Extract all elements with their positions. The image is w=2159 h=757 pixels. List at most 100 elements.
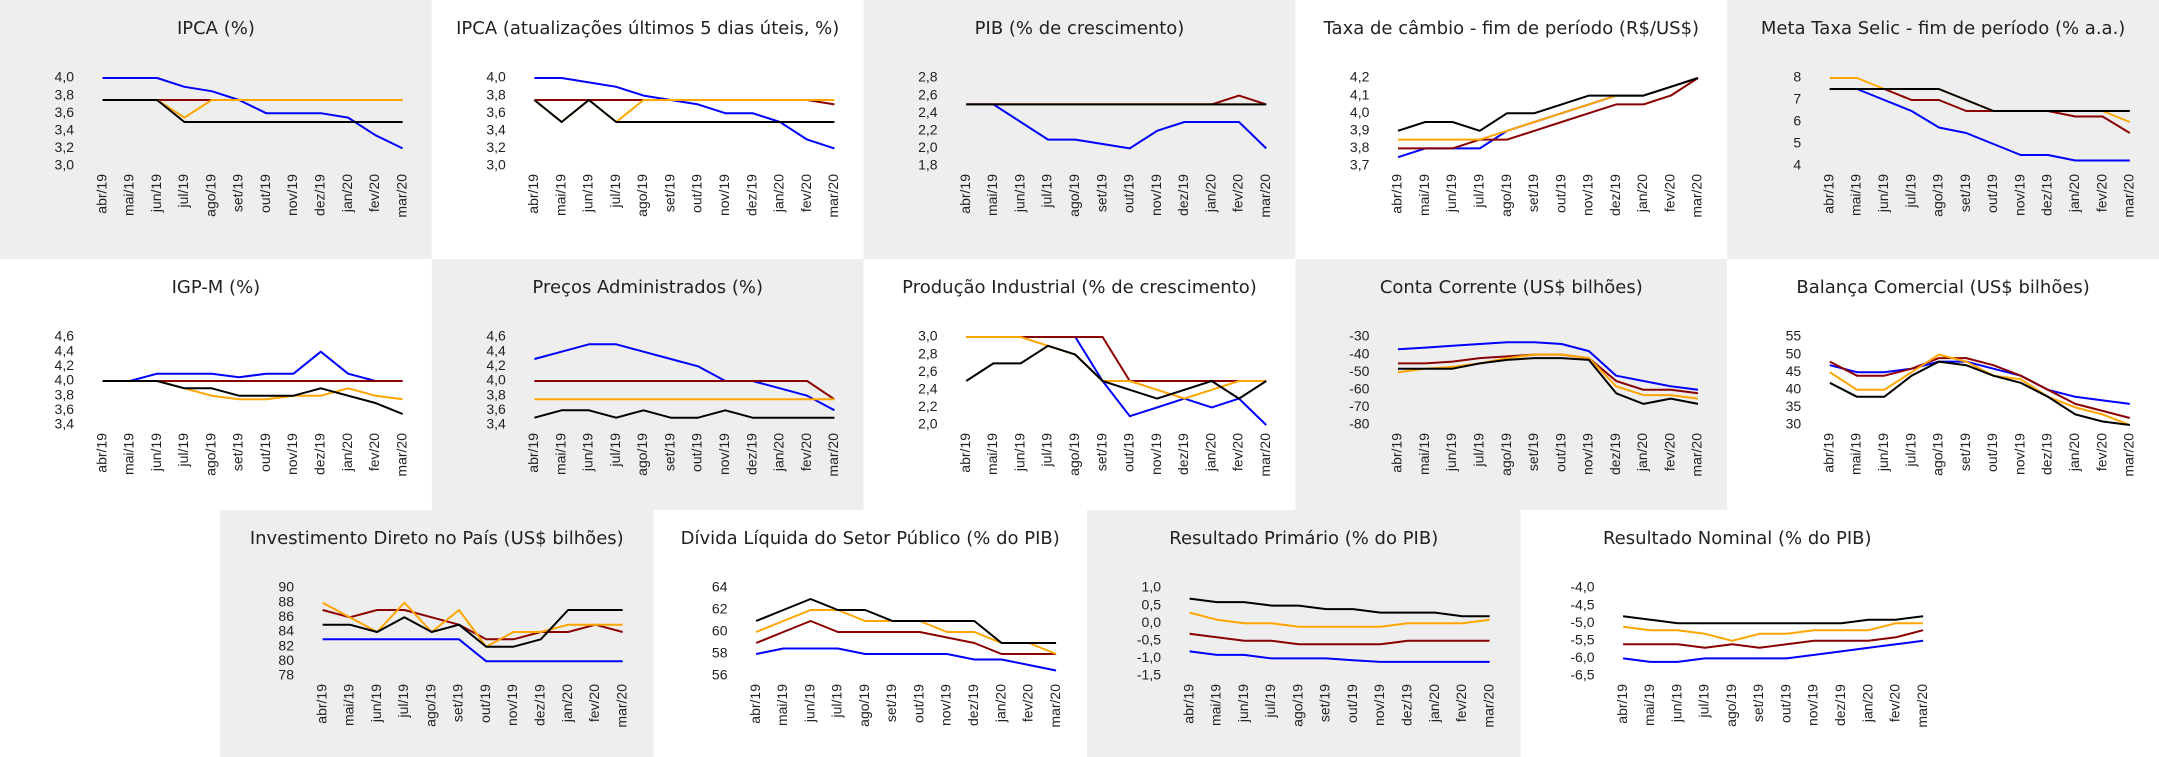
y-tick-label: 3,6 [55, 401, 75, 417]
y-tick-label: 2,4 [918, 381, 938, 397]
y-tick-label: 3,4 [55, 122, 75, 138]
x-tick-label: out/19 [1344, 684, 1360, 723]
x-tick-label: dez/19 [311, 174, 327, 216]
y-tick-label: -60 [1349, 381, 1369, 397]
x-tick-label: nov/19 [504, 684, 520, 726]
x-tick-label: jul/19 [1470, 433, 1486, 468]
x-tick-label: abr/19 [747, 684, 763, 724]
x-tick-label: nov/19 [1805, 684, 1821, 726]
x-tick-label: fev/20 [1230, 433, 1246, 471]
x-tick-label: ago/19 [422, 684, 438, 727]
x-tick-label: nov/19 [1580, 433, 1596, 475]
x-tick-label: ago/19 [1289, 684, 1305, 727]
y-tick-label: -6,0 [1570, 649, 1594, 665]
x-tick-label: jul/19 [1902, 174, 1918, 209]
chart-panel: Produção Industrial (% de crescimento) 2,… [863, 259, 1296, 510]
x-tick-label: jun/19 [1875, 174, 1891, 213]
x-tick-label: fev/20 [1887, 684, 1903, 722]
x-tick-label: dez/19 [1832, 684, 1848, 726]
x-tick-label: fev/20 [366, 174, 382, 212]
series-line [102, 99, 403, 123]
x-tick-label: jan/20 [339, 433, 355, 472]
series-line [1623, 629, 1924, 649]
x-tick-label: abr/19 [1820, 433, 1836, 473]
x-tick-label: ago/19 [202, 433, 218, 476]
x-tick-label: jun/19 [1668, 684, 1684, 723]
y-tick-label: 62 [712, 601, 728, 617]
x-tick-label: jul/19 [1262, 684, 1278, 719]
y-tick-label: 2,6 [918, 86, 938, 102]
x-tick-label: mai/19 [121, 433, 137, 475]
x-tick-label: ago/19 [634, 174, 650, 217]
y-tick-label: 3,8 [486, 386, 506, 402]
y-tick-label: 3,8 [55, 86, 75, 102]
panel-background [653, 510, 1087, 757]
y-tick-label: 3,2 [486, 139, 506, 155]
x-tick-label: jan/20 [1634, 433, 1650, 472]
x-tick-label: mai/19 [121, 174, 137, 216]
x-tick-label: set/19 [1317, 684, 1333, 722]
x-tick-label: jun/19 [1443, 174, 1459, 213]
y-tick-label: 50 [1786, 345, 1802, 361]
chart-panel: Dívida Líquida do Setor Público (% do PI… [653, 510, 1087, 757]
chart-title: IPCA (atualizações últimos 5 dias úteis,… [456, 18, 839, 39]
chart-title: IPCA (%) [177, 18, 255, 39]
x-tick-label: mai/19 [1208, 684, 1224, 726]
x-tick-label: ago/19 [634, 433, 650, 476]
y-tick-label: -70 [1349, 398, 1369, 414]
x-tick-label: jul/19 [829, 684, 845, 719]
y-tick-label: 78 [278, 667, 294, 683]
y-tick-label: 3,4 [486, 122, 506, 138]
x-tick-label: mar/20 [613, 684, 629, 728]
x-tick-label: mar/20 [1480, 684, 1496, 728]
y-tick-label: 4,0 [486, 69, 506, 85]
y-tick-label: 3,8 [486, 86, 506, 102]
y-tick-label: 4,2 [1350, 69, 1370, 85]
x-tick-label: mar/20 [2121, 174, 2137, 218]
x-tick-label: abr/19 [1614, 684, 1630, 724]
x-tick-label: dez/19 [2039, 433, 2055, 475]
chart-panel: Meta Taxa Selic - fim de período (% a.a.… [1727, 0, 2159, 259]
chart-title: Preços Administrados (%) [532, 277, 763, 298]
x-tick-label: jan/20 [992, 684, 1008, 723]
x-tick-label: jul/19 [1039, 174, 1055, 209]
series-line [1189, 632, 1490, 646]
series-line [534, 409, 835, 419]
y-tick-label: 3,0 [55, 157, 75, 173]
y-tick-label: -5,0 [1570, 614, 1594, 630]
x-tick-label: jul/19 [1902, 433, 1918, 468]
y-tick-label: 58 [712, 645, 728, 661]
x-tick-label: jan/20 [1426, 684, 1442, 723]
x-tick-label: jul/19 [395, 684, 411, 719]
x-tick-label: set/19 [1957, 174, 1973, 212]
y-tick-label: 4,6 [486, 328, 506, 344]
series-line [322, 601, 623, 648]
series-line [1398, 357, 1699, 405]
y-tick-label: 30 [1786, 416, 1802, 432]
x-tick-label: set/19 [1750, 684, 1766, 722]
x-tick-label: jul/19 [1039, 433, 1055, 468]
series-line [534, 343, 835, 412]
x-tick-label: out/19 [910, 684, 926, 723]
x-tick-label: abr/19 [313, 684, 329, 724]
y-tick-label: 4,6 [55, 328, 75, 344]
x-tick-label: nov/19 [716, 174, 732, 216]
y-tick-label: 7 [1793, 91, 1801, 107]
x-tick-label: fev/20 [366, 433, 382, 471]
x-tick-label: abr/19 [93, 174, 109, 214]
y-tick-label: 2,6 [918, 363, 938, 379]
chart-title: Produção Industrial (% de crescimento) [902, 277, 1257, 298]
x-tick-label: set/19 [230, 433, 246, 471]
y-tick-label: 4,0 [486, 372, 506, 388]
x-tick-label: jun/19 [580, 174, 596, 213]
series-line [1829, 360, 2130, 405]
x-tick-label: mar/20 [825, 433, 841, 477]
x-tick-label: jun/19 [148, 433, 164, 472]
x-tick-label: fev/20 [2093, 174, 2109, 212]
panel-background [1520, 510, 1954, 757]
y-tick-label: 3,6 [55, 104, 75, 120]
x-tick-label: out/19 [1777, 684, 1793, 723]
series-line [755, 647, 1057, 672]
x-tick-label: nov/19 [1148, 433, 1164, 475]
chart-panel: Investimento Direto no País (US$ bilhões… [220, 510, 654, 757]
